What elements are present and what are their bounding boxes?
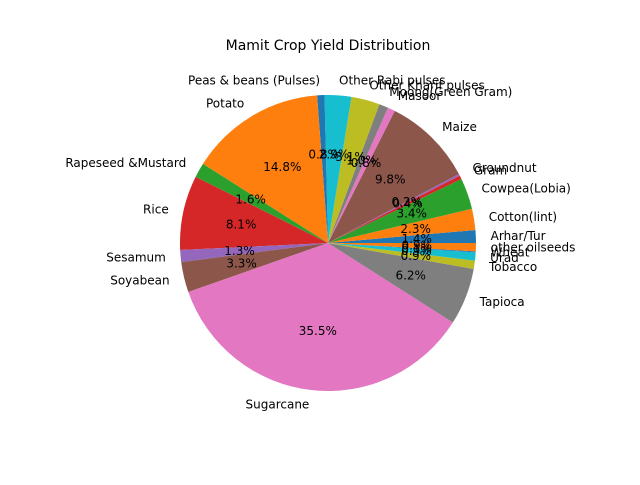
slice-category-label: Cotton(lint) bbox=[489, 210, 557, 224]
slice-category-label: Wheat bbox=[491, 246, 530, 260]
slice-percent-label: 3.1% bbox=[335, 150, 366, 164]
pie-slice bbox=[181, 243, 328, 292]
slice-percent-label: 0.1% bbox=[401, 241, 432, 255]
slice-percent-label: 0.8% bbox=[351, 156, 382, 170]
pie-slice bbox=[180, 176, 328, 250]
pie-slice bbox=[328, 96, 380, 244]
pie-slice bbox=[195, 163, 328, 243]
percent-labels-layer: 1.4%2.3%3.4%0.4%0.2%9.8%0.8%1.0%3.1%2.9%… bbox=[224, 147, 432, 338]
slice-percent-label: 1.4% bbox=[401, 232, 432, 246]
slice-percent-label: 0.8% bbox=[308, 147, 339, 161]
pie-slice bbox=[328, 243, 476, 252]
slice-percent-label: 8.1% bbox=[226, 218, 257, 232]
slice-percent-label: 1.0% bbox=[346, 154, 377, 168]
pie-slice bbox=[328, 243, 476, 253]
slice-category-label: Gram bbox=[474, 164, 507, 178]
pie-slice bbox=[328, 229, 476, 243]
pie-slice bbox=[328, 243, 476, 261]
slice-category-label: Masoor bbox=[398, 89, 442, 103]
pie-slice bbox=[328, 107, 395, 244]
slice-percent-label: 0.9% bbox=[401, 249, 432, 263]
pie-slice bbox=[328, 173, 460, 243]
slices-layer bbox=[180, 94, 476, 391]
slice-category-label: Tapioca bbox=[479, 295, 525, 309]
slice-percent-label: 0.9% bbox=[401, 244, 432, 258]
pie-slice bbox=[328, 175, 462, 243]
slice-category-label: Groundnut bbox=[472, 161, 536, 175]
slice-category-label: Tobacco bbox=[488, 260, 537, 274]
pie-slice bbox=[328, 110, 459, 243]
slice-category-label: Rapeseed &Mustard bbox=[65, 156, 186, 170]
slice-category-label: Sesamum bbox=[106, 250, 166, 264]
pie-slice bbox=[317, 95, 328, 244]
slice-category-label: Soyabean bbox=[110, 274, 169, 288]
slice-percent-label: 3.3% bbox=[226, 257, 257, 271]
pie-slice bbox=[328, 243, 474, 323]
pie-slice bbox=[188, 243, 453, 391]
slice-category-label: Sugarcane bbox=[246, 398, 310, 412]
slice-category-label: other oilseeds bbox=[491, 241, 576, 255]
slice-percent-label: 0.9% bbox=[402, 239, 433, 253]
slice-percent-label: 1.6% bbox=[235, 192, 266, 206]
pie-slice bbox=[324, 94, 352, 243]
slice-percent-label: 9.8% bbox=[375, 173, 406, 187]
slice-category-label: Peas & beans (Pulses) bbox=[188, 73, 320, 87]
slice-percent-label: 6.2% bbox=[395, 268, 426, 282]
slice-percent-label: 2.9% bbox=[319, 147, 350, 161]
slice-category-label: Other Kharif pulses bbox=[369, 79, 484, 93]
slice-percent-label: 14.8% bbox=[263, 160, 301, 174]
slice-category-label: Maize bbox=[442, 120, 477, 134]
slice-percent-label: 2.3% bbox=[400, 222, 431, 236]
slice-percent-label: 35.5% bbox=[299, 324, 337, 338]
pie-slice bbox=[328, 178, 472, 243]
slice-category-label: Potato bbox=[206, 96, 244, 110]
slice-category-label: Other Rabi pulses bbox=[339, 74, 446, 88]
pie-slice bbox=[328, 104, 389, 243]
pie-slice bbox=[328, 243, 475, 269]
chart-title: Mamit Crop Yield Distribution bbox=[226, 38, 431, 54]
slice-category-label: Cowpea(Lobia) bbox=[481, 182, 570, 196]
slice-percent-label: 0.4% bbox=[392, 197, 423, 211]
category-labels-layer: Arhar/Tur Cotton(lint) Cowpea(Lobia) GramGr… bbox=[65, 73, 575, 411]
slice-category-label: Urad bbox=[490, 251, 519, 265]
pie-slice bbox=[180, 243, 328, 263]
slice-percent-label: 1.3% bbox=[224, 244, 255, 258]
slice-category-label: Arhar/Tur bbox=[491, 229, 546, 243]
pie-slice bbox=[328, 208, 476, 243]
slice-category-label: Rice bbox=[143, 202, 169, 216]
slice-percent-label: 3.4% bbox=[396, 206, 427, 220]
slice-category-label: Moong(Green Gram) bbox=[389, 85, 512, 99]
pie-slice bbox=[202, 95, 328, 243]
slice-percent-label: 0.2% bbox=[392, 195, 423, 209]
